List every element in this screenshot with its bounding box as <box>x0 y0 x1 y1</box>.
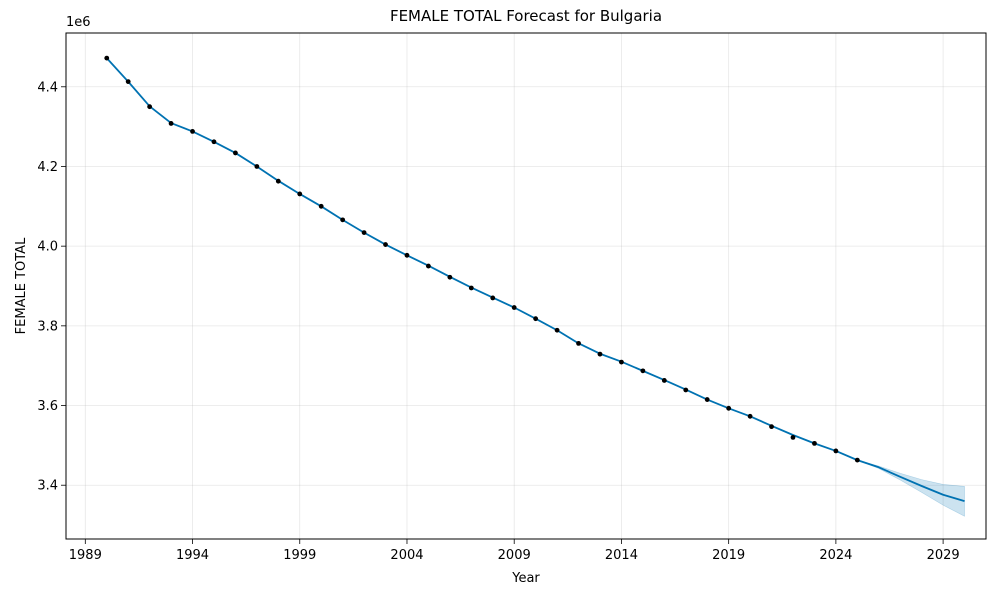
observed-point <box>468 285 474 291</box>
observed-point <box>747 413 753 419</box>
observed-point <box>833 448 839 454</box>
observed-point <box>511 305 517 310</box>
observed-point <box>597 351 603 357</box>
observed-point <box>490 295 496 301</box>
observed-point <box>576 340 581 346</box>
observed-point <box>533 316 539 322</box>
observed-point <box>426 263 431 269</box>
y-axis-ticks: 3.4 3.6 3.8 4.0 4.2 4.4 <box>37 80 66 494</box>
observed-point <box>233 150 238 156</box>
y-tick-label: 3.6 <box>37 399 58 414</box>
observed-point <box>104 55 110 61</box>
x-tick-label: 2009 <box>498 548 531 563</box>
x-tick-label: 2024 <box>819 548 852 563</box>
observed-point <box>361 230 367 236</box>
observed-point <box>340 217 346 223</box>
observed-point <box>318 203 324 209</box>
observed-point <box>190 129 195 134</box>
observed-point <box>704 397 710 402</box>
x-tick-label: 1994 <box>176 548 209 563</box>
x-tick-label: 2019 <box>712 548 745 563</box>
observed-point <box>790 435 796 440</box>
y-axis-title: FEMALE TOTAL <box>14 237 29 334</box>
x-axis-title: Year <box>511 571 540 586</box>
y-tick-label: 4.0 <box>37 240 58 255</box>
observed-point <box>619 359 624 365</box>
grid-layer <box>66 33 986 539</box>
observed-point <box>683 387 689 393</box>
observed-point <box>640 368 646 374</box>
observed-point <box>275 178 281 184</box>
observed-point <box>769 424 774 430</box>
observed-point <box>404 252 410 258</box>
x-tick-label: 1999 <box>283 548 316 563</box>
observed-point <box>147 104 153 110</box>
observed-point <box>447 274 453 280</box>
observed-point <box>254 164 260 169</box>
observed-point <box>211 139 217 145</box>
observed-point <box>125 79 131 85</box>
observed-point <box>297 191 303 197</box>
observed-point <box>854 457 860 463</box>
observed-point <box>812 440 817 446</box>
y-tick-label: 3.8 <box>37 319 58 334</box>
x-tick-label: 2004 <box>390 548 423 563</box>
x-tick-label: 1989 <box>69 548 102 563</box>
plot-frame <box>65 32 987 540</box>
y-offset-label: 1e6 <box>66 15 91 30</box>
y-tick-label: 3.4 <box>37 479 58 494</box>
x-tick-label: 2029 <box>927 548 960 563</box>
x-axis-ticks: 1989 1994 1999 2004 2009 2014 2019 2024 2029 <box>69 539 960 563</box>
observed-point <box>168 121 174 126</box>
y-tick-label: 4.4 <box>37 80 58 95</box>
observed-point <box>554 327 560 333</box>
observed-point <box>383 242 388 247</box>
chart-title: FEMALE TOTAL Forecast for Bulgaria <box>390 7 662 25</box>
observed-points-layer <box>104 55 860 463</box>
observed-point <box>661 378 667 383</box>
y-tick-label: 4.2 <box>37 160 58 175</box>
observed-point <box>726 405 732 411</box>
x-tick-label: 2014 <box>605 548 638 563</box>
